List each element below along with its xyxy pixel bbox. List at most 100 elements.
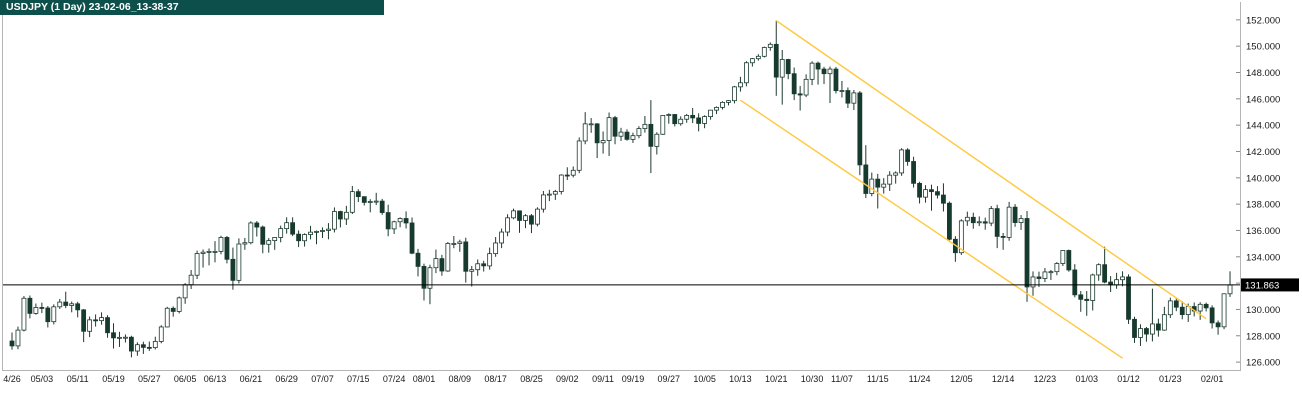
y-axis-label: 144.000 [1246,121,1280,132]
candle-down [1066,250,1072,271]
candle-down [857,92,863,166]
candle-down [1132,318,1137,338]
candle-down [146,346,152,349]
candle-up [761,47,767,57]
candle-down [594,123,600,144]
candle-down [224,237,230,260]
candle-up [839,90,845,92]
candle-down [833,68,839,92]
candle-up [744,62,749,84]
y-axis-label: 152.000 [1246,15,1280,26]
candle-up [1227,284,1233,295]
candle-down [935,191,940,196]
x-axis-label: 06/29 [275,374,298,384]
candle-up [588,123,594,126]
candle-down [379,200,385,213]
y-axis-label: 138.000 [1246,200,1280,211]
candle-up [21,297,27,331]
candle-up [51,306,57,323]
y-axis-label: 130.000 [1246,305,1280,316]
candle-down [421,266,427,289]
candle-down [845,90,851,104]
candle-up [552,191,558,195]
candle-up [809,62,815,80]
candle-up [654,133,660,147]
candle-up [176,297,182,312]
candle-down [821,68,827,75]
candle-up [164,307,170,328]
x-axis-label: 4/26 [3,374,21,384]
candle-down [1108,281,1114,286]
y-axis-label: 142.000 [1246,147,1280,158]
candle-up [976,221,982,224]
candle-up [326,228,331,231]
candle-up [636,128,642,137]
candle-up [1042,271,1048,279]
x-axis: 4/26 05/03 05/11 05/19 05/27 06/05 06/13 06/21 0… [3,374,1223,384]
candle-down [1024,218,1030,288]
y-axis-label: 140.000 [1246,173,1280,184]
candle-up [1060,250,1066,264]
candle-up [1120,276,1125,281]
candle-up [1006,206,1012,238]
candle-up [540,194,546,210]
candle-up [714,106,719,111]
x-axis-label: 01/12 [1117,374,1140,384]
x-axis-label: 10/05 [693,374,716,384]
candle-up [469,269,475,272]
plot-border [2,2,1241,371]
x-axis-label: 09/27 [658,374,681,384]
x-axis-label: 01/03 [1075,374,1098,384]
candle-up [1114,279,1119,286]
candle-down [947,202,952,240]
candle-down [1000,235,1006,238]
candle-up [1054,263,1060,273]
candle-up [123,336,128,339]
candle-down [982,221,988,224]
candle-up [206,250,212,253]
candle-down [337,211,343,220]
candle-up [242,242,248,245]
candle-down [39,307,45,309]
candle-down [529,215,534,225]
candle-up [194,253,200,276]
candle-down [690,115,696,119]
x-axis-label: 12/23 [1034,374,1057,384]
x-axis-label: 07/15 [347,374,370,384]
candle-up [284,222,290,230]
candle-up [630,135,636,140]
candle-up [397,218,403,223]
candle-up [158,326,164,342]
candle-up [1030,276,1036,288]
candle-up [99,317,104,322]
candle-down [260,226,266,245]
candle-down [1203,303,1209,309]
candle-down [463,241,469,272]
x-axis-label: 05/19 [102,374,125,384]
candle-up [726,100,731,103]
candle-up [1161,314,1167,331]
candle-up [499,231,505,244]
chart-title: USDJPY (1 Day) 23-02-06_13-38-37 [6,1,179,13]
candle-up [606,117,612,141]
trend-channel-line[interactable] [775,20,1207,320]
trend-channel-line[interactable] [740,99,1123,359]
trend-channel[interactable] [740,20,1207,359]
candle-up [576,140,582,171]
candle-down [403,218,409,224]
candle-up [1048,271,1054,274]
candle-up [433,258,439,269]
candle-down [290,222,296,235]
candle-up [367,201,373,203]
price-marker-label: 131.863 [1245,280,1279,291]
candle-down [1215,322,1221,328]
candle-up [391,221,397,230]
candle-up [445,243,451,272]
candle-up [732,86,737,102]
candle-up [684,115,690,120]
candle-down [45,307,51,323]
candle-up [200,251,206,254]
